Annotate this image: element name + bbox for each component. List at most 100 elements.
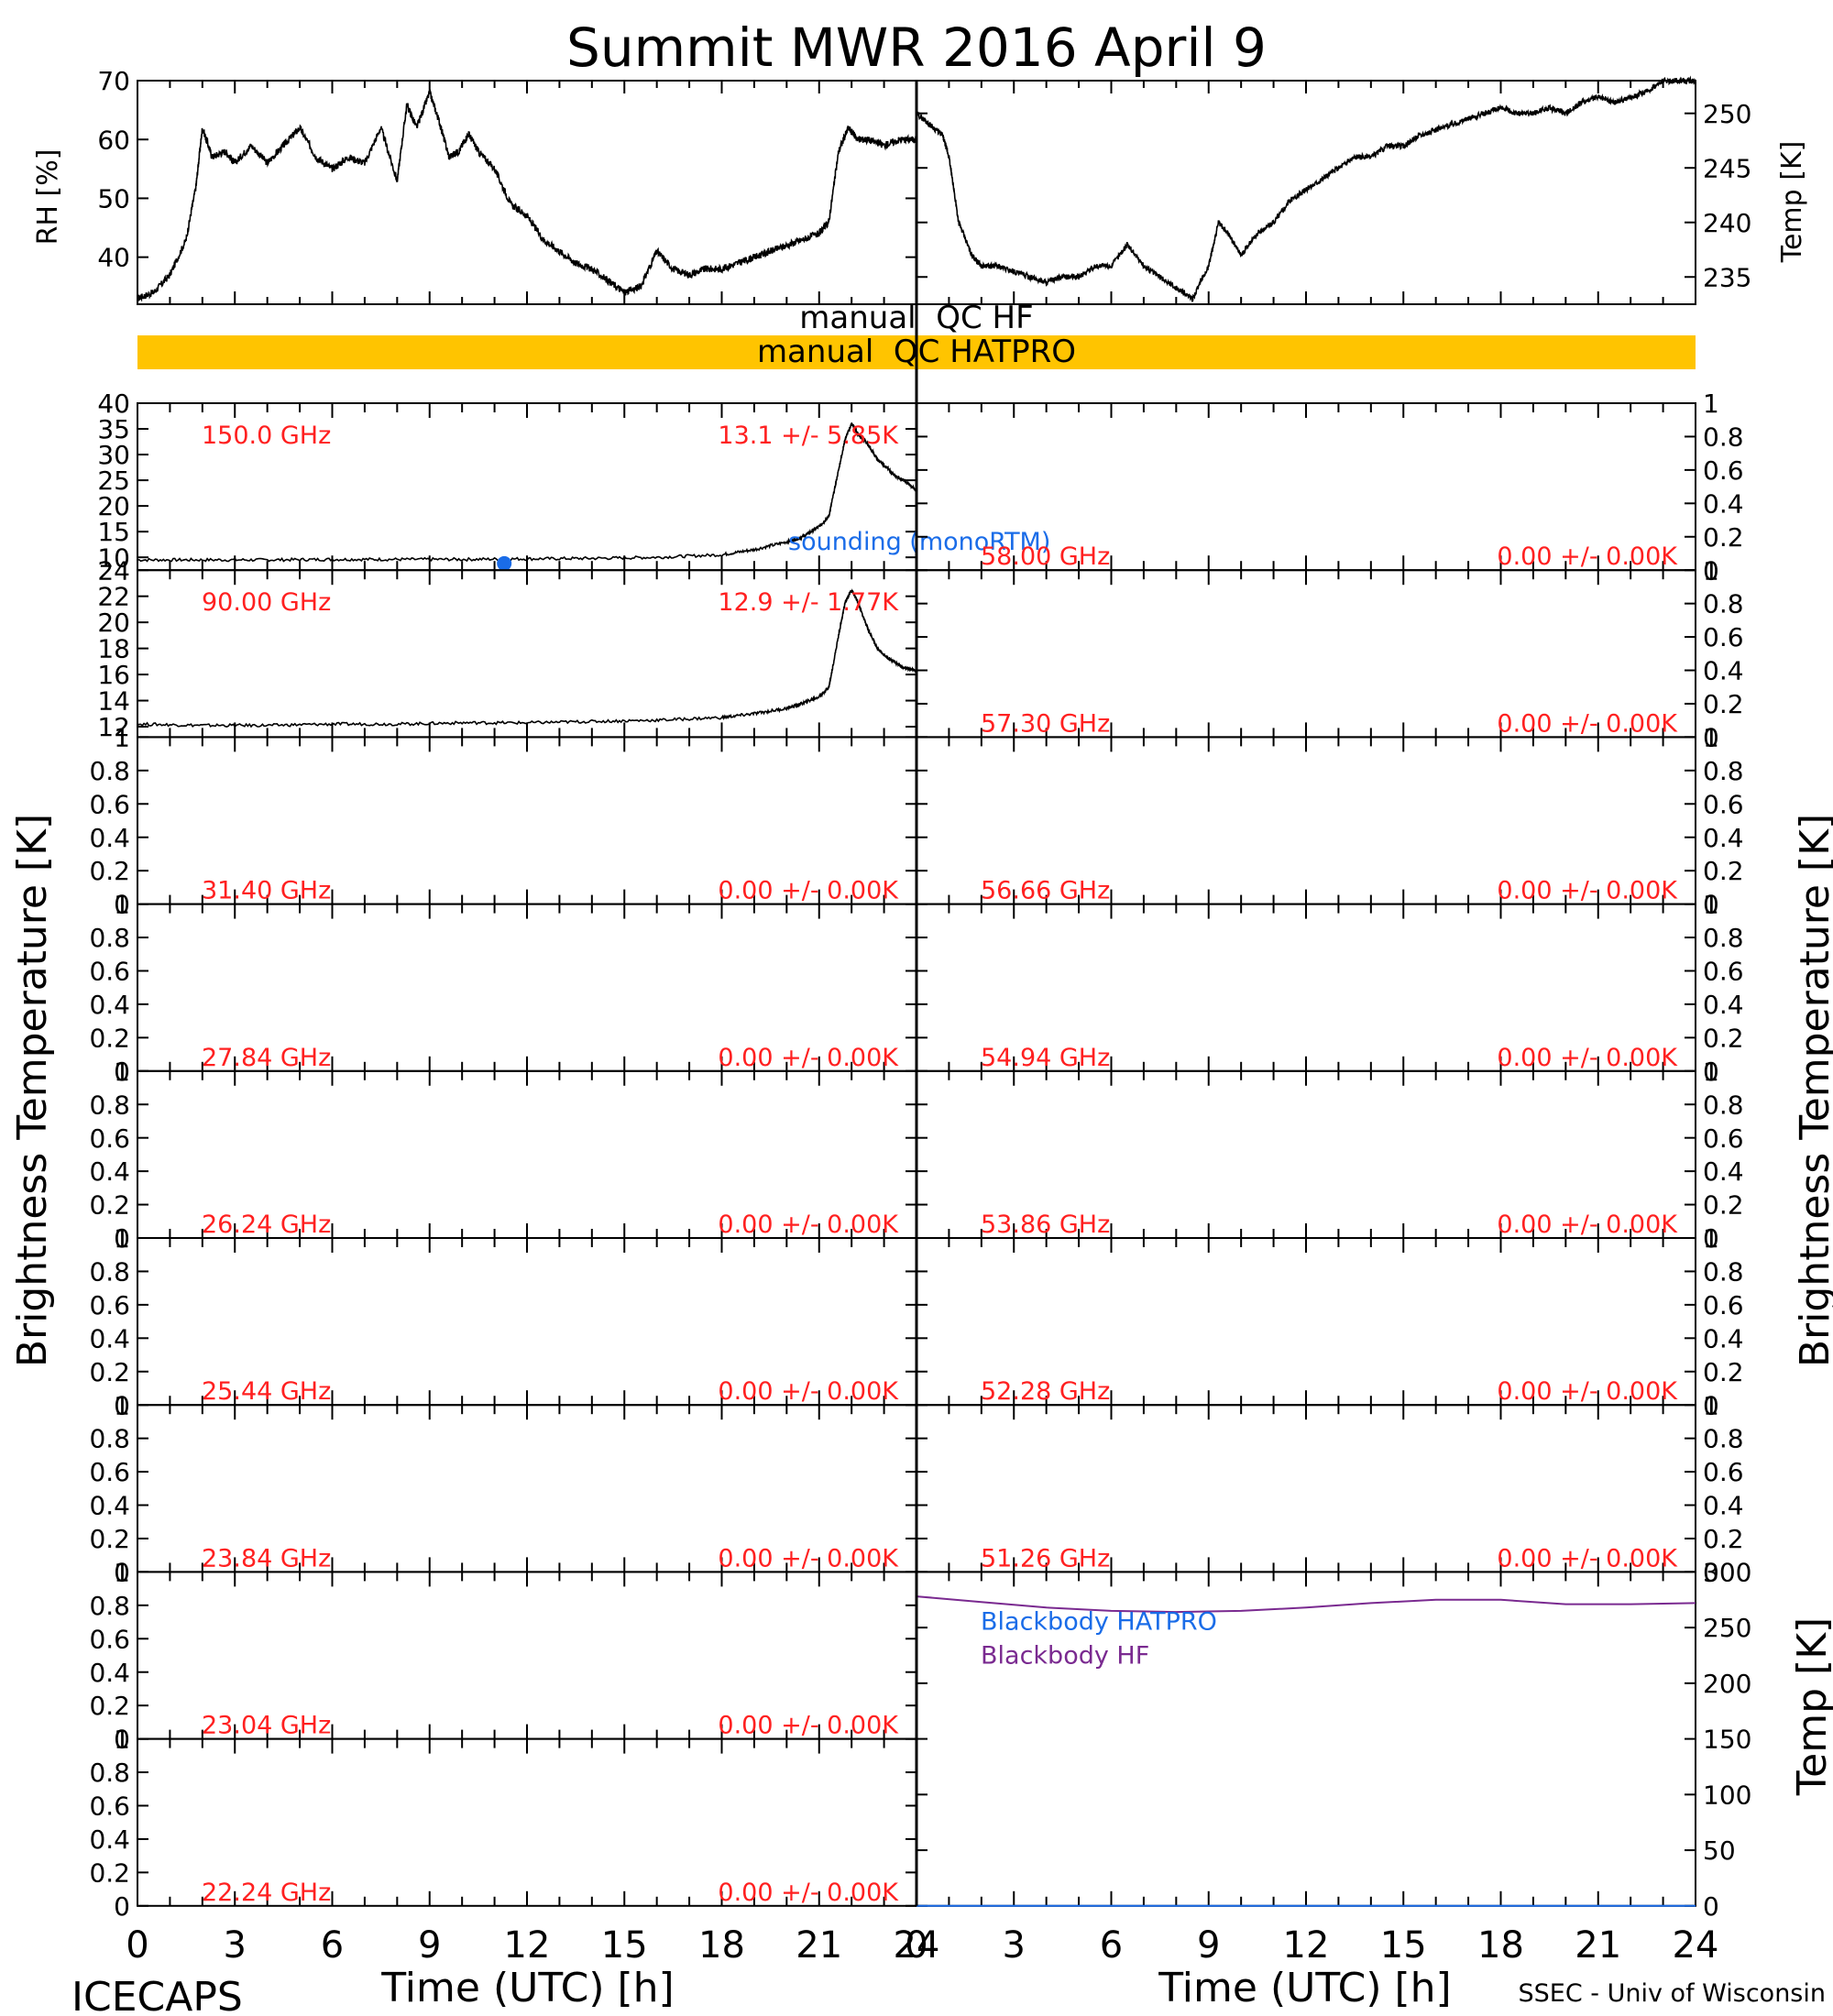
ch-31.40-freq-label: 31.40 GHz: [202, 877, 331, 905]
x-tick-label-right: 0: [905, 1924, 927, 1967]
x-tick-label-right: 21: [1575, 1924, 1621, 1967]
x-tick-label-left: 21: [796, 1924, 842, 1967]
ch-26.24-ytick-label: 1: [114, 1057, 130, 1087]
ch-58.00-ytick-label: 0.8: [1703, 422, 1744, 453]
ch-26.24-ytick-label: 0.6: [89, 1123, 130, 1154]
x-axis-label-left: Time (UTC) [h]: [380, 1965, 674, 2011]
plot-area: 4050607023524024525010152025303540150.0 …: [89, 66, 1751, 1967]
ch-23.04-freq-label: 23.04 GHz: [202, 1712, 331, 1740]
bb-temp-axis-label: Temp [K]: [1789, 1617, 1833, 1796]
ch-57.30-ytick-label: 0: [1703, 722, 1719, 752]
x-tick-label-right: 18: [1477, 1924, 1524, 1967]
ch-52.28-ytick-label: 0.8: [1703, 1257, 1744, 1287]
ch-22.24-freq-label: 22.24 GHz: [202, 1879, 331, 1907]
x-tick-label-right: 3: [1003, 1924, 1026, 1967]
x-tick-label-right: 9: [1197, 1924, 1220, 1967]
ch-27.84-ytick-label: 0.6: [89, 957, 130, 987]
chart-title: Summit MWR 2016 April 9: [566, 16, 1267, 79]
blackbody-ytick-label: 0: [1703, 1891, 1719, 1922]
ch-57.30-ytick-label: 0.6: [1703, 622, 1744, 652]
ch-31.40-stat-label: 0.00 +/- 0.00K: [718, 877, 899, 905]
ch-23.04-stat-label: 0.00 +/- 0.00K: [718, 1712, 899, 1740]
ch-54.94-ytick-label: 1: [1703, 890, 1719, 920]
ch-23.04-ytick-label: 0: [114, 1725, 130, 1755]
ch-57.30-ytick-label: 0.2: [1703, 689, 1744, 719]
ch-26.24-ytick-label: 0: [114, 1223, 130, 1254]
ch-56.66-ytick-label: 0.6: [1703, 789, 1744, 819]
ch-56.66-freq-label: 56.66 GHz: [981, 877, 1110, 905]
ch-52.28-stat-label: 0.00 +/- 0.00K: [1497, 1377, 1678, 1406]
ch-90-stat-label: 12.9 +/- 1.77K: [718, 588, 899, 617]
ch-51.26-ytick-label: 1: [1703, 1390, 1719, 1420]
ch-26.24-freq-label: 26.24 GHz: [202, 1211, 331, 1239]
temp-trace: [916, 75, 1696, 303]
ch-23.04-ytick-label: 0.6: [89, 1624, 130, 1654]
ch-26.24-stat-label: 0.00 +/- 0.00K: [718, 1211, 899, 1239]
ch-23.04-ytick-label: 0.2: [89, 1691, 130, 1721]
ch-22.24-ytick-label: 0: [114, 1891, 130, 1922]
ch-57.30-freq-label: 57.30 GHz: [981, 709, 1110, 738]
ch-56.66-ytick-label: 0.4: [1703, 823, 1744, 853]
ch-22.24-ytick-label: 0.6: [89, 1791, 130, 1822]
ch-27.84-stat-label: 0.00 +/- 0.00K: [718, 1044, 899, 1072]
ch-23.84-ytick-label: 0.6: [89, 1457, 130, 1487]
ch-58.00-ytick-label: 0.4: [1703, 488, 1744, 519]
blackbody-ytick-label: 50: [1703, 1835, 1736, 1866]
ch-53.86-ytick-label: 0.4: [1703, 1156, 1744, 1187]
ch-53.86-ytick-label: 0.8: [1703, 1090, 1744, 1120]
ch-52.28-freq-label: 52.28 GHz: [981, 1377, 1110, 1406]
ch-54.94-ytick-label: 0.2: [1703, 1023, 1744, 1053]
x-tick-label-right: 6: [1100, 1924, 1123, 1967]
ch-150-ytick-label: 35: [97, 414, 130, 444]
ch-150-ytick-label: 10: [97, 542, 130, 573]
ch-51.26-stat-label: 0.00 +/- 0.00K: [1497, 1544, 1678, 1572]
ch-54.94-stat-label: 0.00 +/- 0.00K: [1497, 1044, 1678, 1072]
ch-54.94-ytick-label: 0.8: [1703, 923, 1744, 953]
ch-25.44-freq-label: 25.44 GHz: [202, 1377, 331, 1406]
ch-23.84-ytick-label: 0: [114, 1557, 130, 1587]
x-tick-label-left: 24: [894, 1924, 940, 1967]
x-tick-label-right: 15: [1380, 1924, 1427, 1967]
x-tick-label-left: 0: [126, 1924, 148, 1967]
ch-150-freq-label: 150.0 GHz: [202, 422, 331, 450]
ch-27.84-ytick-label: 1: [114, 890, 130, 920]
ch-150-stat-label: 13.1 +/- 5.85K: [718, 422, 899, 450]
ch-25.44-ytick-label: 0.8: [89, 1257, 130, 1287]
ch-25.44-ytick-label: 0: [114, 1390, 130, 1420]
ch-23.84-freq-label: 23.84 GHz: [202, 1544, 331, 1572]
ch-25.44-ytick-label: 0.6: [89, 1290, 130, 1320]
ch-150-sounding-point: [497, 555, 512, 571]
ch-23.04-ytick-label: 0.4: [89, 1658, 130, 1688]
ch-57.30-stat-label: 0.00 +/- 0.00K: [1497, 709, 1678, 738]
ch-26.24-ytick-label: 0.2: [89, 1190, 130, 1221]
ch-22.24-ytick-label: 1: [114, 1725, 130, 1755]
x-tick-label-left: 18: [698, 1924, 745, 1967]
ch-150-ytick-label: 25: [97, 466, 130, 496]
ch-90-ytick-label: 24: [97, 555, 130, 586]
ch-90-ytick-label: 14: [97, 686, 130, 717]
ch-57.30-ytick-label: 0.8: [1703, 589, 1744, 619]
footer-left: ICECAPS: [71, 1974, 243, 2016]
ch-22.24-stat-label: 0.00 +/- 0.00K: [718, 1879, 899, 1907]
ch-31.40-ytick-label: 0.2: [89, 856, 130, 886]
ch-57.30-ytick-label: 1: [1703, 555, 1719, 586]
ch-52.28-ytick-label: 0.4: [1703, 1323, 1744, 1353]
ch-54.94-ytick-label: 0: [1703, 1057, 1719, 1087]
ch-90-freq-label: 90.00 GHz: [202, 588, 331, 617]
ch-53.86-ytick-label: 0.6: [1703, 1123, 1744, 1154]
ch-58.00-ytick-label: 0.6: [1703, 455, 1744, 486]
ch-23.84-stat-label: 0.00 +/- 0.00K: [718, 1544, 899, 1572]
ch-25.44-ytick-label: 0.4: [89, 1323, 130, 1353]
temp-ytick-label: 235: [1703, 262, 1751, 292]
ch-90-ytick-label: 12: [97, 712, 130, 742]
x-tick-label-left: 6: [321, 1924, 344, 1967]
series-blackbody-hf: [916, 1595, 1696, 1614]
x-tick-label-left: 3: [224, 1924, 247, 1967]
ch-26.24-ytick-label: 0.8: [89, 1090, 130, 1120]
ch-25.44-stat-label: 0.00 +/- 0.00K: [718, 1377, 899, 1406]
ch-27.84-ytick-label: 0.2: [89, 1023, 130, 1053]
ch-57.30-ytick-label: 0.4: [1703, 656, 1744, 686]
rh-trace: [137, 88, 917, 302]
temp-ytick-label: 240: [1703, 208, 1751, 238]
